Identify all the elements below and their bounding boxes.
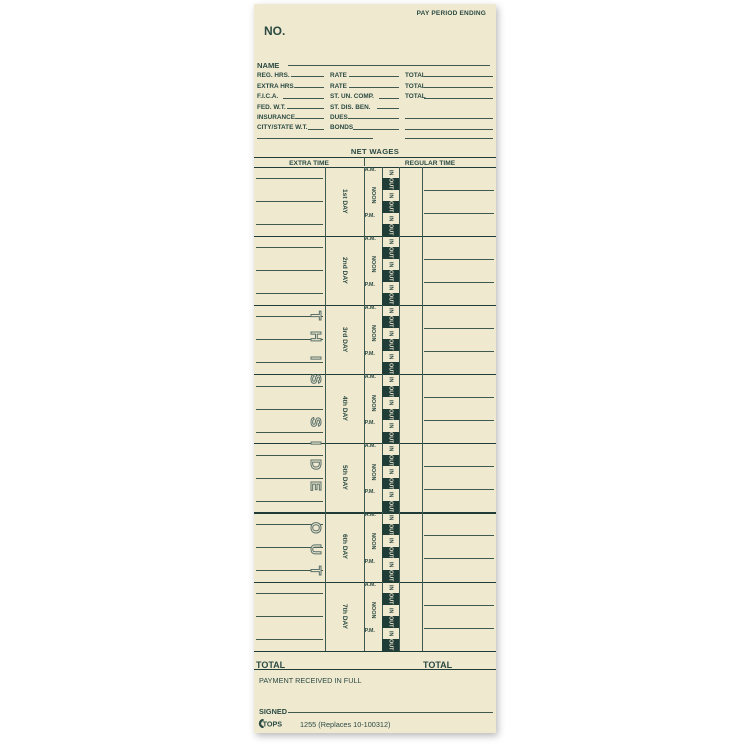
svg-text:TOPS: TOPS xyxy=(263,719,283,728)
